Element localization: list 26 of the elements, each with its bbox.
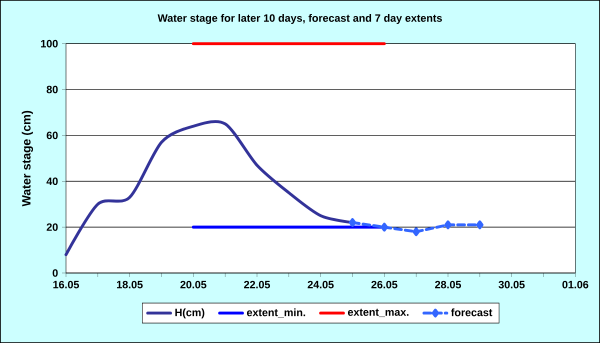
point [348, 218, 356, 227]
x-tick-label: 28.05 [435, 280, 462, 288]
legend-label: extent_min. [246, 308, 306, 318]
y-tick-label: 80 [46, 86, 58, 94]
x-tick-label: 24.05 [308, 280, 334, 288]
x-tick-label: 22.05 [244, 280, 270, 288]
y-tick-label: 60 [46, 132, 58, 140]
legend-label: forecast [451, 308, 492, 316]
y-tick-label: 100 [41, 40, 58, 48]
chart-title: Water stage for later 10 days, forecast and 7 day extents [158, 14, 442, 24]
point [444, 220, 452, 230]
x-tick-label: 20.05 [180, 280, 206, 288]
point [380, 222, 388, 232]
y-axis-title: Water stage (cm) [22, 110, 34, 206]
x-tick-label: 30.05 [498, 280, 525, 288]
y-tick-label: 20 [46, 223, 58, 231]
x-tick-label: 16.05 [53, 280, 80, 288]
point [476, 220, 484, 230]
y-tick-label: 40 [46, 177, 58, 186]
x-tick-label: 18.05 [116, 280, 143, 288]
legend-label: extent_max. [348, 308, 408, 318]
x-tick-label: 01.06 [562, 280, 588, 288]
x-tick-label: 26.05 [371, 280, 398, 288]
point [412, 227, 420, 236]
y-tick-label: 0 [52, 269, 58, 277]
legend-label: H(cm) [175, 308, 204, 318]
